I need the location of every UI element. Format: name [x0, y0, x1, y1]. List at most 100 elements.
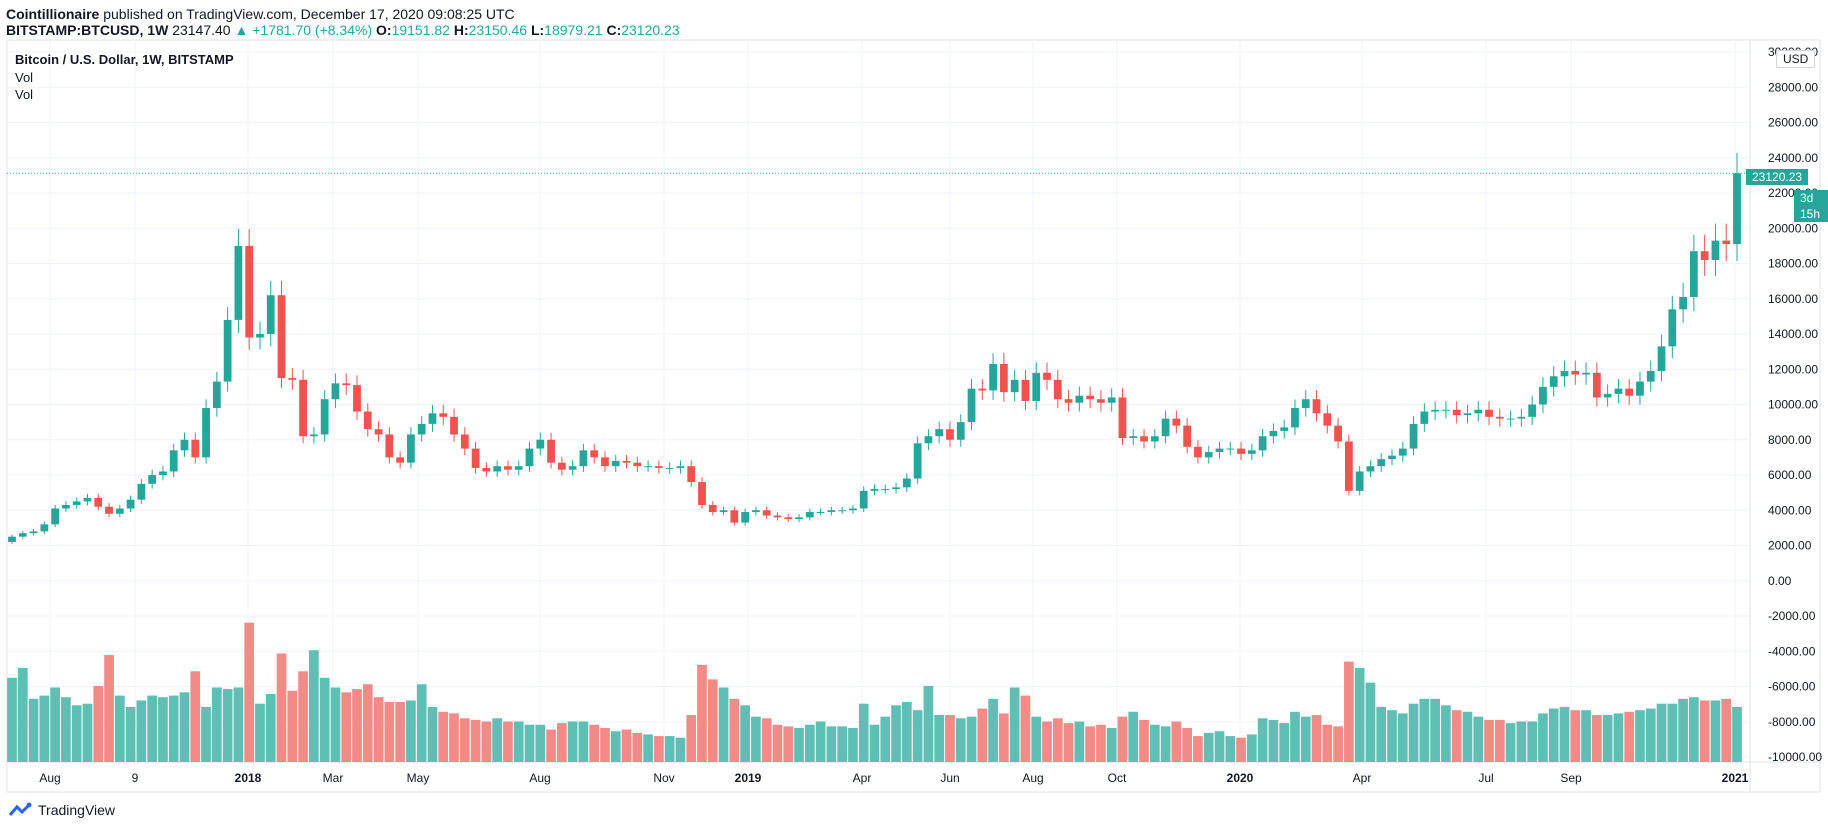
time-tick-label: Aug: [529, 771, 550, 785]
candle-body: [126, 499, 135, 509]
volume-bar: [147, 695, 158, 762]
volume-bar: [449, 713, 459, 762]
volume-bar: [740, 705, 750, 762]
candle-body: [568, 466, 577, 470]
volume-bar: [93, 685, 104, 762]
time-tick-label: May: [407, 771, 430, 785]
volume-bar: [718, 687, 729, 762]
last-price-tag: 23120.23: [1746, 169, 1809, 185]
candle-body: [1086, 395, 1095, 400]
volume-bar: [707, 679, 718, 762]
candle-body: [1625, 388, 1634, 396]
volume-bar: [1376, 706, 1387, 762]
candle-body: [180, 439, 189, 451]
price-tick-label: 24000.00: [1768, 151, 1818, 165]
author-name[interactable]: Cointillionaire: [6, 6, 100, 22]
currency-badge: USD: [1776, 50, 1816, 68]
volume-bar: [1484, 719, 1494, 762]
volume-bar: [201, 706, 211, 762]
tradingview-brand[interactable]: TradingView: [8, 802, 115, 818]
candle-body: [1237, 448, 1245, 454]
volume-bar: [1106, 727, 1117, 762]
candle-body: [1323, 413, 1332, 426]
candle-body: [859, 490, 868, 509]
volume-bar: [222, 689, 233, 762]
volume-bar: [459, 718, 470, 762]
volume-bar: [330, 687, 341, 762]
ohlc-header: BITSTAMP:BTCUSD, 1W 23147.40 ▲ +1781.70 …: [6, 22, 680, 38]
price-tick-label: 18000.00: [1768, 257, 1818, 271]
volume-bar: [416, 684, 427, 762]
volume-bar: [535, 724, 546, 762]
time-tick-label: 2021: [1722, 771, 1749, 785]
volume-bar: [50, 687, 60, 762]
volume-bar: [352, 689, 362, 762]
candle-body: [816, 512, 825, 514]
candle-body: [72, 501, 81, 505]
candle-body: [320, 399, 329, 435]
volume-bar: [1613, 713, 1624, 762]
candle-body: [870, 489, 879, 491]
candle-body: [601, 457, 609, 467]
volume-bar: [362, 684, 373, 762]
candle-body: [633, 462, 642, 467]
candle-body: [956, 422, 965, 440]
volume-bar: [891, 705, 901, 762]
candle-body: [1560, 371, 1569, 377]
candle-body: [741, 512, 750, 523]
candle-body: [1344, 441, 1353, 491]
volume-bar: [17, 668, 28, 762]
candle-body: [1700, 251, 1709, 260]
volume-bar: [1602, 715, 1613, 762]
time-tick-label: Apr: [853, 771, 872, 785]
candle-body: [1377, 459, 1386, 467]
volume-bar: [1182, 727, 1193, 762]
candle-body: [1646, 371, 1655, 382]
candle-body: [51, 508, 60, 525]
candle-body: [1150, 436, 1159, 442]
candle-body: [1474, 409, 1483, 414]
time-tick-label: Aug: [1022, 771, 1043, 785]
candle-body: [407, 434, 415, 463]
volume-bar: [1570, 710, 1581, 762]
volume-bar: [589, 724, 600, 762]
price-tick-label: 8000.00: [1768, 433, 1812, 447]
candle-body: [795, 517, 803, 520]
volume-bar: [1354, 668, 1365, 762]
candle-body: [471, 448, 480, 468]
candle-body: [1118, 397, 1127, 438]
candle-body: [137, 483, 146, 500]
candle-body: [1517, 416, 1526, 419]
volume-bar: [1408, 703, 1419, 762]
volume-bar: [1645, 708, 1656, 762]
volume-bar: [1052, 718, 1063, 762]
candle-body: [1539, 386, 1547, 405]
candle-body: [1215, 448, 1224, 453]
volume-bar: [255, 703, 265, 762]
candle-body: [924, 436, 933, 444]
candle-body: [1636, 381, 1644, 396]
candle-body: [1280, 427, 1289, 431]
time-tick-label: Sep: [1560, 771, 1582, 785]
candle-body: [611, 460, 620, 467]
candle-body: [482, 467, 491, 472]
candle-body: [1409, 423, 1418, 449]
volume-bar: [686, 715, 697, 762]
time-tick-label: 2020: [1227, 771, 1254, 785]
candle-body: [1592, 372, 1601, 398]
volume-bar: [729, 698, 740, 762]
candle-body: [1312, 399, 1321, 414]
candle-body: [989, 363, 997, 391]
candle-body: [202, 408, 210, 458]
candle-body: [1679, 296, 1687, 310]
volume-bar: [1193, 736, 1203, 762]
volume-bar: [1699, 700, 1710, 762]
volume-bar: [578, 721, 589, 762]
volume-bar: [406, 700, 416, 762]
volume-bar: [632, 732, 643, 762]
volume-bar: [1214, 731, 1225, 762]
volume-bar: [912, 710, 923, 762]
volume-bar: [697, 664, 707, 762]
candle-body: [234, 245, 243, 320]
